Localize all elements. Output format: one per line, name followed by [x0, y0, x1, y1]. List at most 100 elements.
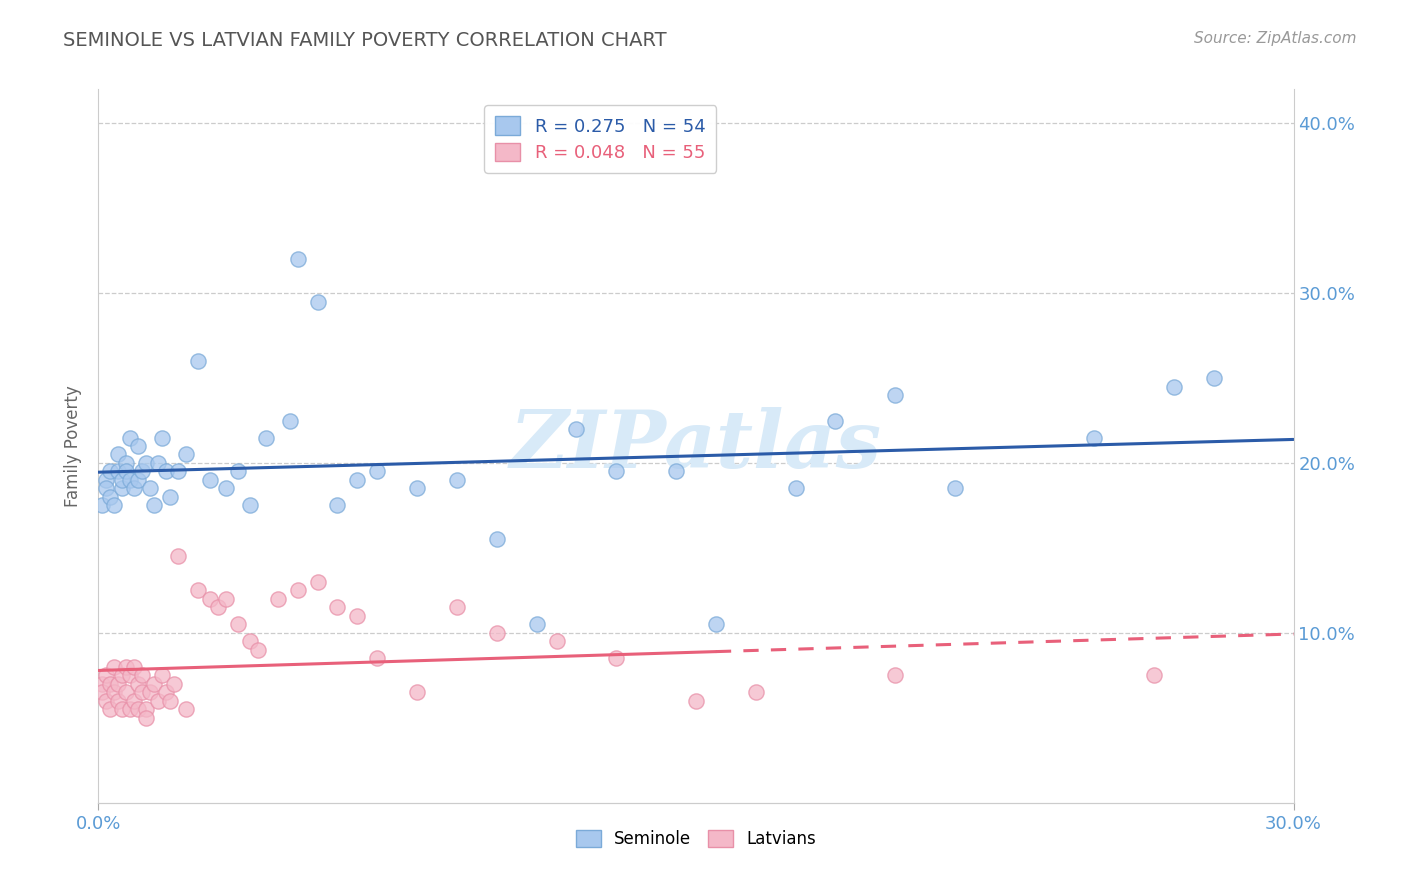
Point	[127, 439, 149, 453]
Point	[127, 677, 149, 691]
Point	[120, 702, 142, 716]
Point	[159, 694, 181, 708]
Point	[167, 465, 190, 479]
Point	[115, 660, 138, 674]
Point	[139, 482, 162, 496]
Point	[167, 549, 190, 564]
Point	[96, 668, 118, 682]
Point	[131, 668, 153, 682]
Point	[605, 651, 627, 665]
Point	[287, 252, 309, 266]
Point	[111, 702, 134, 716]
Point	[1202, 371, 1225, 385]
Point	[163, 677, 186, 691]
Point	[155, 685, 177, 699]
Point	[884, 388, 907, 402]
Point	[366, 465, 388, 479]
Point	[745, 685, 768, 699]
Point	[159, 490, 181, 504]
Point	[346, 608, 368, 623]
Point	[139, 685, 162, 699]
Point	[124, 482, 146, 496]
Point	[226, 617, 249, 632]
Point	[155, 465, 177, 479]
Point	[120, 430, 142, 444]
Y-axis label: Family Poverty: Family Poverty	[65, 385, 83, 507]
Point	[98, 702, 122, 716]
Point	[174, 448, 197, 462]
Legend: Seminole, Latvians: Seminole, Latvians	[569, 823, 823, 855]
Point	[246, 643, 269, 657]
Point	[215, 482, 238, 496]
Point	[135, 456, 157, 470]
Point	[115, 685, 138, 699]
Point	[96, 473, 118, 487]
Point	[135, 711, 157, 725]
Text: Source: ZipAtlas.com: Source: ZipAtlas.com	[1194, 31, 1357, 46]
Point	[98, 490, 122, 504]
Point	[278, 413, 301, 427]
Point	[526, 617, 548, 632]
Point	[226, 465, 249, 479]
Point	[546, 634, 568, 648]
Point	[124, 660, 146, 674]
Point	[150, 668, 173, 682]
Text: ZIPatlas: ZIPatlas	[510, 408, 882, 484]
Point	[148, 456, 170, 470]
Point	[111, 473, 134, 487]
Text: SEMINOLE VS LATVIAN FAMILY POVERTY CORRELATION CHART: SEMINOLE VS LATVIAN FAMILY POVERTY CORRE…	[63, 31, 666, 50]
Point	[485, 626, 508, 640]
Point	[198, 473, 221, 487]
Point	[91, 685, 114, 699]
Point	[120, 668, 142, 682]
Point	[1143, 668, 1166, 682]
Point	[111, 668, 134, 682]
Point	[107, 677, 129, 691]
Point	[115, 465, 138, 479]
Point	[131, 685, 153, 699]
Point	[406, 482, 429, 496]
Point	[326, 499, 349, 513]
Point	[685, 694, 707, 708]
Point	[785, 482, 807, 496]
Point	[239, 634, 262, 648]
Point	[174, 702, 197, 716]
Point	[704, 617, 727, 632]
Point	[98, 465, 122, 479]
Point	[91, 677, 114, 691]
Point	[96, 694, 118, 708]
Point	[107, 465, 129, 479]
Point	[485, 533, 508, 547]
Point	[239, 499, 262, 513]
Point	[605, 465, 627, 479]
Point	[267, 591, 290, 606]
Point	[307, 294, 329, 309]
Point	[565, 422, 588, 436]
Point	[135, 702, 157, 716]
Point	[346, 473, 368, 487]
Point	[366, 651, 388, 665]
Point	[124, 694, 146, 708]
Point	[111, 482, 134, 496]
Point	[198, 591, 221, 606]
Point	[103, 685, 125, 699]
Point	[107, 694, 129, 708]
Point	[107, 448, 129, 462]
Point	[1083, 430, 1105, 444]
Point	[215, 591, 238, 606]
Point	[187, 583, 209, 598]
Point	[98, 677, 122, 691]
Point	[103, 499, 125, 513]
Point	[120, 473, 142, 487]
Point	[406, 685, 429, 699]
Point	[446, 600, 468, 615]
Point	[207, 600, 229, 615]
Point	[326, 600, 349, 615]
Point	[1163, 379, 1185, 393]
Point	[115, 456, 138, 470]
Point	[148, 694, 170, 708]
Point	[943, 482, 966, 496]
Point	[91, 499, 114, 513]
Point	[143, 677, 166, 691]
Point	[665, 465, 688, 479]
